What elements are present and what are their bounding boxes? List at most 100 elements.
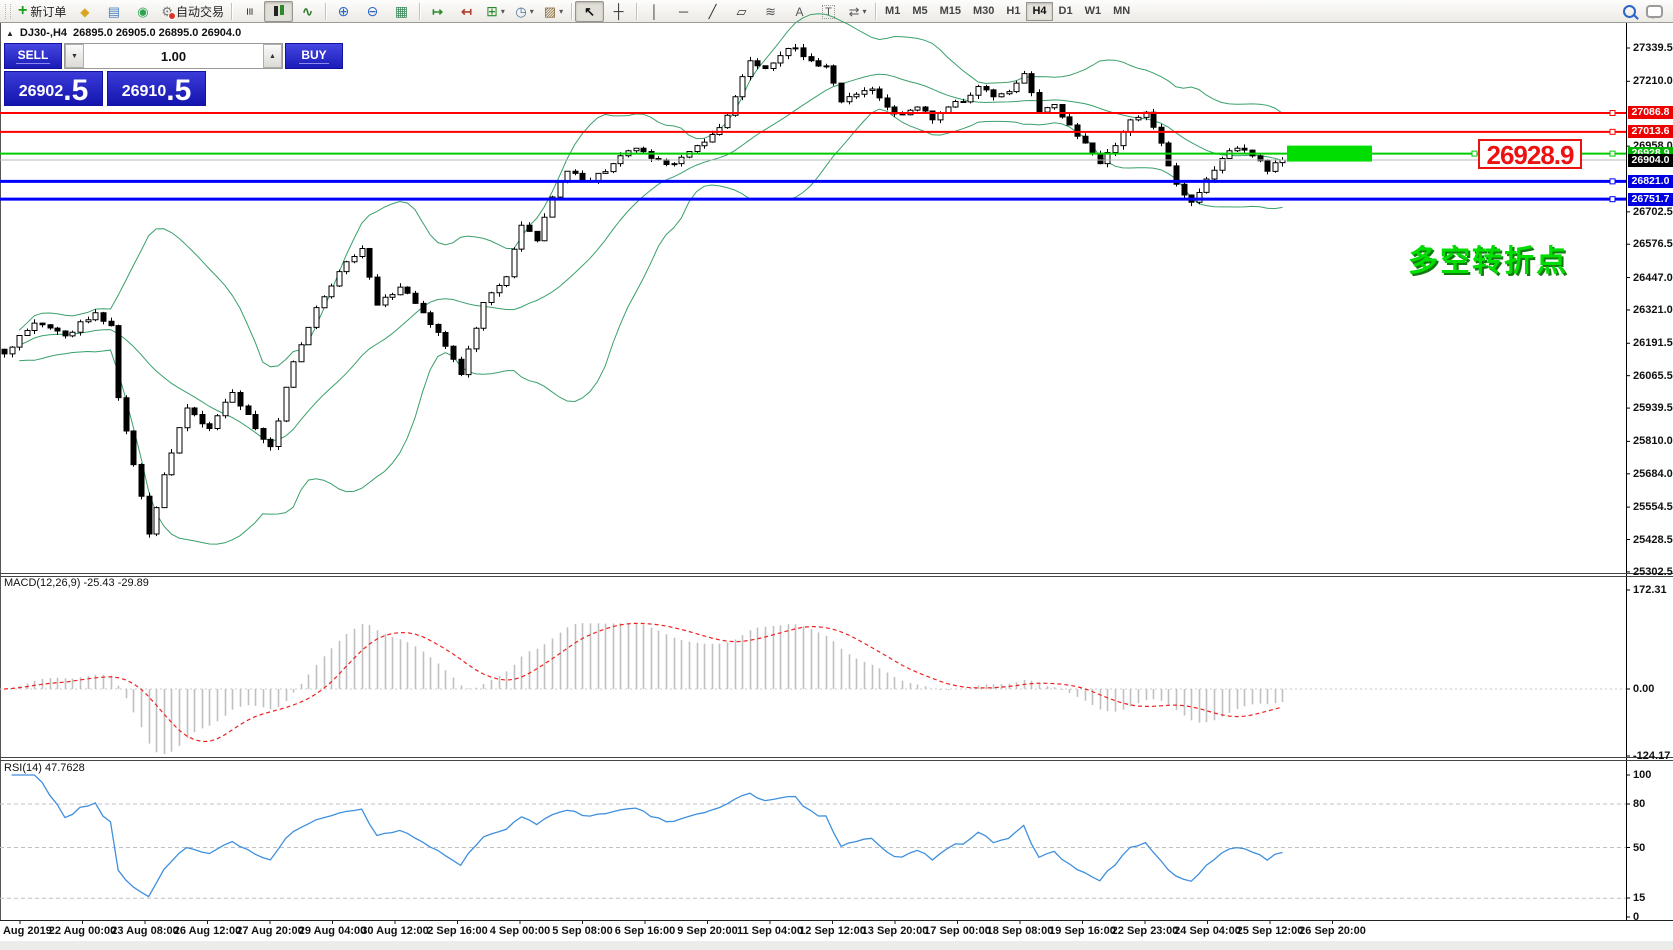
periods-button[interactable]: ▾ — [510, 1, 539, 22]
time-axis-label: 5 Sep 08:00 — [552, 925, 613, 937]
volume-increase-button[interactable]: ▲ — [263, 44, 282, 68]
autotrading-icon — [161, 5, 176, 20]
timeframe-d1-button[interactable]: D1 — [1058, 5, 1073, 17]
price-axis-tick: 26576.5 — [1633, 238, 1673, 251]
time-axis-label: 29 Aug 04:00 — [298, 925, 367, 937]
macd-axis-tick: 0.00 — [1633, 683, 1655, 695]
price-axis-tick: 25939.5 — [1633, 402, 1673, 415]
price-axis-tick: 27339.5 — [1633, 42, 1673, 54]
time-axis-label: 25 Sep 12:00 — [1236, 925, 1304, 937]
timeframe-w1-button[interactable]: W1 — [1084, 5, 1102, 17]
chevron-down-icon[interactable]: ▾ — [862, 6, 867, 16]
candle-chart-button[interactable] — [264, 0, 294, 22]
time-axis-label: 11 Sep 04:00 — [736, 925, 804, 937]
time-axis-label: 13 Sep 20:00 — [861, 925, 929, 937]
autotrading-button-label: 自动交易 — [176, 4, 225, 19]
price-axis-tick: 26447.0 — [1633, 271, 1673, 284]
time-axis-label: 26 Aug 12:00 — [173, 925, 242, 937]
volume-input[interactable] — [84, 44, 263, 68]
time-axis-label: 18 Sep 08:00 — [986, 925, 1054, 937]
rsi-axis-tick: 50 — [1633, 841, 1646, 854]
time-axis-label: 24 Sep 04:00 — [1174, 925, 1241, 937]
rsi-axis-tick: 100 — [1633, 769, 1652, 781]
time-axis-label: 17 Sep 00:00 — [924, 925, 991, 937]
toolbar: 新订单 自动交易 ▾ ▾ ▾ ▾ M1 M5 M15 M30 H1 H4 D1 W1 MN — [0, 0, 1673, 23]
price-tag: 27086.8 — [1628, 106, 1673, 120]
toolbar-separator — [419, 2, 421, 20]
chat-icon[interactable] — [1646, 4, 1663, 19]
chevron-down-icon[interactable]: ▾ — [529, 6, 534, 16]
price-annotation-label[interactable]: 26928.9 — [1478, 139, 1582, 170]
price-axis-tick: 26191.5 — [1633, 337, 1673, 350]
price-axis-tick: 25810.0 — [1633, 435, 1673, 448]
buy-price[interactable]: 26910 .5 — [107, 71, 206, 106]
rsi-axis-tick: 80 — [1633, 798, 1646, 810]
time-axis-label: 22 Sep 23:00 — [1111, 925, 1179, 937]
macd-label: MACD(12,26,9) -25.43 -29.89 — [4, 577, 149, 589]
chevron-down-icon[interactable]: ▾ — [559, 6, 564, 16]
toolbar-handle[interactable] — [5, 3, 11, 19]
time-axis-label: 30 Aug 12:00 — [361, 925, 429, 937]
rsi-axis-tick: 0 — [1633, 911, 1640, 923]
price-axis-tick: 27210.0 — [1633, 75, 1673, 88]
toolbar-separator — [231, 2, 233, 20]
timeframe-m5-button[interactable]: M5 — [912, 5, 928, 17]
time-axis-label: 6 Sep 16:00 — [614, 925, 676, 937]
price-axis-tick: 26065.5 — [1633, 369, 1673, 382]
timeframe-m30-button[interactable]: M30 — [973, 5, 995, 17]
indicators-button[interactable]: ▾ — [481, 1, 510, 22]
timeframe-m15-button[interactable]: M15 — [939, 5, 961, 17]
price-tag: 26821.0 — [1628, 174, 1673, 188]
macd-axis-tick: -124.17 — [1633, 750, 1671, 762]
timeframe-m1-button[interactable]: M1 — [885, 5, 901, 17]
cursor-button[interactable] — [575, 0, 605, 22]
chart-title: ▲ DJ30-,H4 26895.0 26905.0 26895.0 26904… — [6, 27, 241, 39]
time-axis-label: 20 Aug 2019 — [0, 925, 52, 937]
rsi-label: RSI(14) 47.7628 — [4, 762, 85, 774]
price-axis-tick: 26321.0 — [1633, 303, 1673, 316]
timeframe-h4-button[interactable]: H4 — [1026, 1, 1053, 21]
price-tag: 26904.0 — [1628, 153, 1673, 167]
sell-button[interactable]: SELL — [4, 43, 62, 69]
autotrading-button[interactable]: 自动交易 — [157, 1, 228, 22]
time-axis-label: 22 Aug 00:00 — [48, 925, 117, 937]
timeframe-h1-button[interactable]: H1 — [1006, 5, 1021, 17]
one-click-trading-panel: SELL ▼ ▲ BUY 26902 .5 26910 .5 — [4, 43, 343, 106]
price-axis-tick: 25684.0 — [1633, 467, 1673, 480]
chevron-down-icon[interactable]: ▾ — [500, 6, 505, 16]
chinese-annotation[interactable]: 多空转折点 — [1408, 245, 1568, 278]
price-axis-tick: 26702.5 — [1633, 205, 1673, 218]
time-axis-label: 19 Sep 16:00 — [1049, 925, 1116, 937]
new-order-button-label: 新订单 — [30, 4, 67, 19]
buy-button[interactable]: BUY — [285, 43, 343, 69]
rsi-axis-tick: 15 — [1633, 892, 1646, 904]
price-axis-tick: 25302.5 — [1633, 565, 1673, 578]
time-axis-label: 27 Aug 20:00 — [236, 925, 304, 937]
toolbar-separator — [325, 2, 327, 20]
collapse-icon[interactable]: ▲ — [6, 28, 14, 38]
price-tag: 26751.7 — [1628, 192, 1673, 206]
price-axis-tick: 25428.5 — [1633, 533, 1673, 546]
time-axis-label: 2 Sep 16:00 — [427, 925, 488, 937]
volume-decrease-button[interactable]: ▼ — [65, 44, 84, 68]
toolbar-separator — [875, 2, 877, 20]
time-axis-label: 23 Aug 08:00 — [111, 925, 179, 937]
toolbar-separator — [636, 2, 638, 20]
new-order-button[interactable]: 新订单 — [14, 1, 70, 22]
ohlc-values: 26895.0 26905.0 26895.0 26904.0 — [73, 27, 242, 39]
sell-price[interactable]: 26902 .5 — [4, 71, 103, 106]
timeframe-mn-button[interactable]: MN — [1113, 5, 1131, 17]
price-axis-tick: 25554.5 — [1633, 501, 1673, 514]
macd-axis-tick: 172.31 — [1633, 584, 1667, 596]
price-tag: 27013.6 — [1628, 125, 1673, 139]
search-icon[interactable] — [1623, 4, 1636, 18]
templates-button[interactable]: ▾ — [539, 1, 568, 22]
time-axis-label: 12 Sep 12:00 — [799, 925, 866, 937]
symbol-period: DJ30-,H4 — [19, 27, 67, 39]
arrows-button[interactable]: ▾ — [843, 1, 872, 22]
toolbar-separator — [571, 2, 573, 20]
time-axis-label: 4 Sep 00:00 — [489, 925, 551, 937]
time-axis-label: 26 Sep 20:00 — [1299, 925, 1366, 937]
